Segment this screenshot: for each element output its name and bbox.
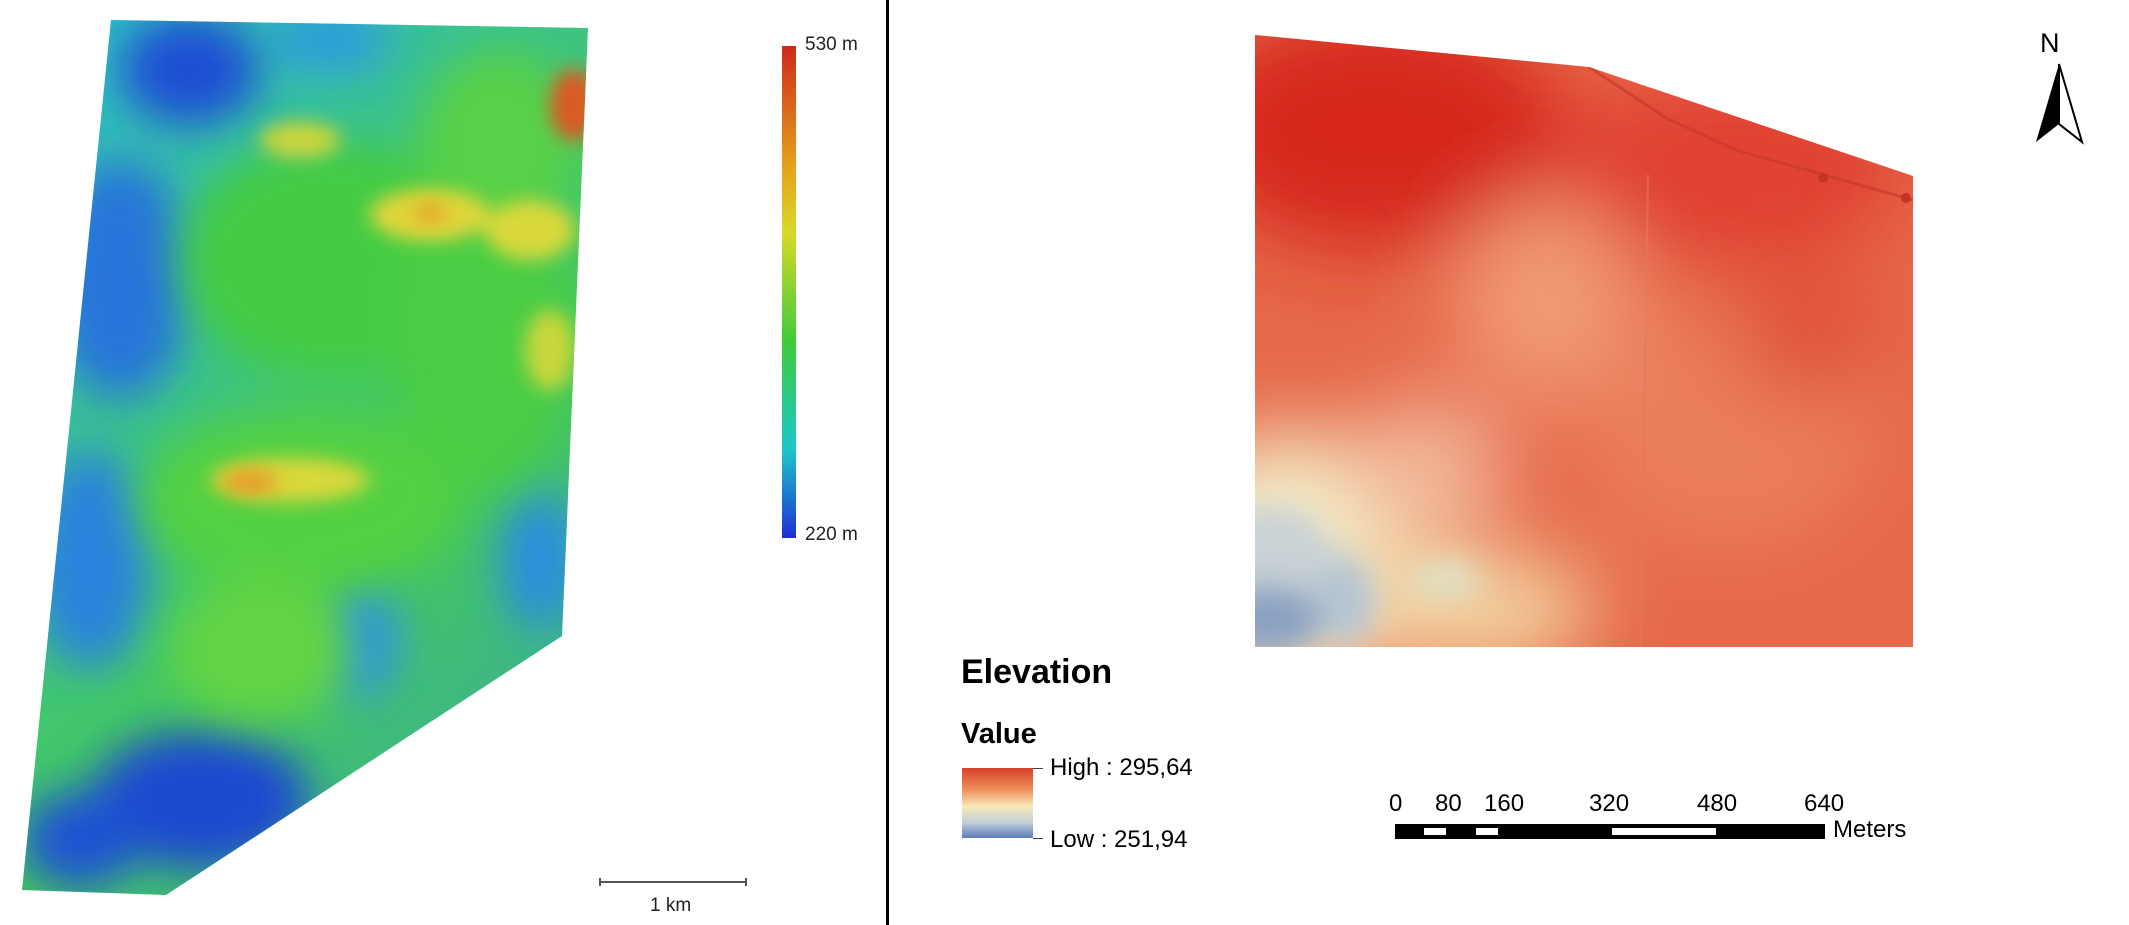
- left-map-panel: 530 m 220 m 1 km: [0, 0, 888, 925]
- north-arrow-icon: [2036, 63, 2084, 145]
- scale-tick-480: 480: [1697, 790, 1738, 817]
- panel-divider: [886, 0, 889, 925]
- scale-unit-label: Meters: [1833, 816, 1907, 843]
- raster-layer: [1255, 35, 1913, 647]
- left-scale-bar: [599, 878, 747, 886]
- terrain-layer: [22, 20, 588, 895]
- scale-tick-640: 640: [1804, 790, 1845, 817]
- legend-low-label: Low : 251,94: [1050, 826, 1188, 853]
- legend-subtitle: Value: [961, 718, 1037, 750]
- right-map-panel: N Elevation Value High : 295,64 Low : 25…: [906, 0, 2129, 925]
- legend-high-label: High : 295,64: [1050, 754, 1193, 781]
- legend-title: Elevation: [961, 653, 1113, 691]
- colorbar-max-label: 530 m: [805, 34, 858, 55]
- elevation-raster-map: [1255, 35, 1913, 647]
- scale-tick-80: 80: [1435, 790, 1462, 817]
- scale-tick-0: 0: [1389, 790, 1403, 817]
- scale-tick-320: 320: [1589, 790, 1630, 817]
- legend-low-tick: [1033, 838, 1043, 839]
- terrain-dem-map: [22, 20, 588, 895]
- legend-color-ramp: [962, 768, 1033, 838]
- legend-high-tick: [1033, 768, 1043, 769]
- right-scale-bar: [1395, 824, 1825, 839]
- scale-tick-160: 160: [1484, 790, 1525, 817]
- elevation-colorbar: [782, 46, 796, 538]
- north-arrow-label: N: [2040, 28, 2060, 58]
- scale-bar-label: 1 km: [650, 895, 692, 916]
- colorbar-min-label: 220 m: [805, 524, 858, 545]
